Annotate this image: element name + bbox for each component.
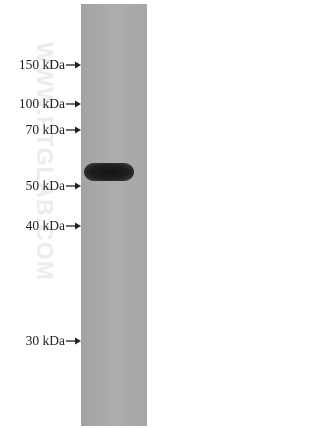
marker: 150 kDa xyxy=(0,57,81,73)
marker-label: 50 kDa xyxy=(25,178,65,193)
arrow xyxy=(66,126,81,134)
marker: 100 kDa xyxy=(0,96,81,112)
arrow xyxy=(66,100,81,108)
arrow xyxy=(66,182,81,190)
marker-label: 150 kDa xyxy=(18,57,65,72)
marker-label: 70 kDa xyxy=(25,122,65,137)
marker-label: 30 kDa xyxy=(25,333,65,348)
band xyxy=(84,163,134,181)
marker-label: 100 kDa xyxy=(18,96,65,111)
watermark: WWW.PTGLAB.COM xyxy=(32,42,58,281)
arrow xyxy=(66,337,81,345)
marker: 40 kDa xyxy=(0,218,81,234)
western-blot: WWW.PTGLAB.COM 150 kDa 100 kDa 70 kDa 50 kD… xyxy=(0,0,150,428)
marker-label: 40 kDa xyxy=(25,218,65,233)
marker: 70 kDa xyxy=(0,122,81,138)
marker: 50 kDa xyxy=(0,178,81,194)
arrow xyxy=(66,222,81,230)
lane xyxy=(81,4,147,426)
marker: 30 kDa xyxy=(0,333,81,349)
arrow xyxy=(66,61,81,69)
